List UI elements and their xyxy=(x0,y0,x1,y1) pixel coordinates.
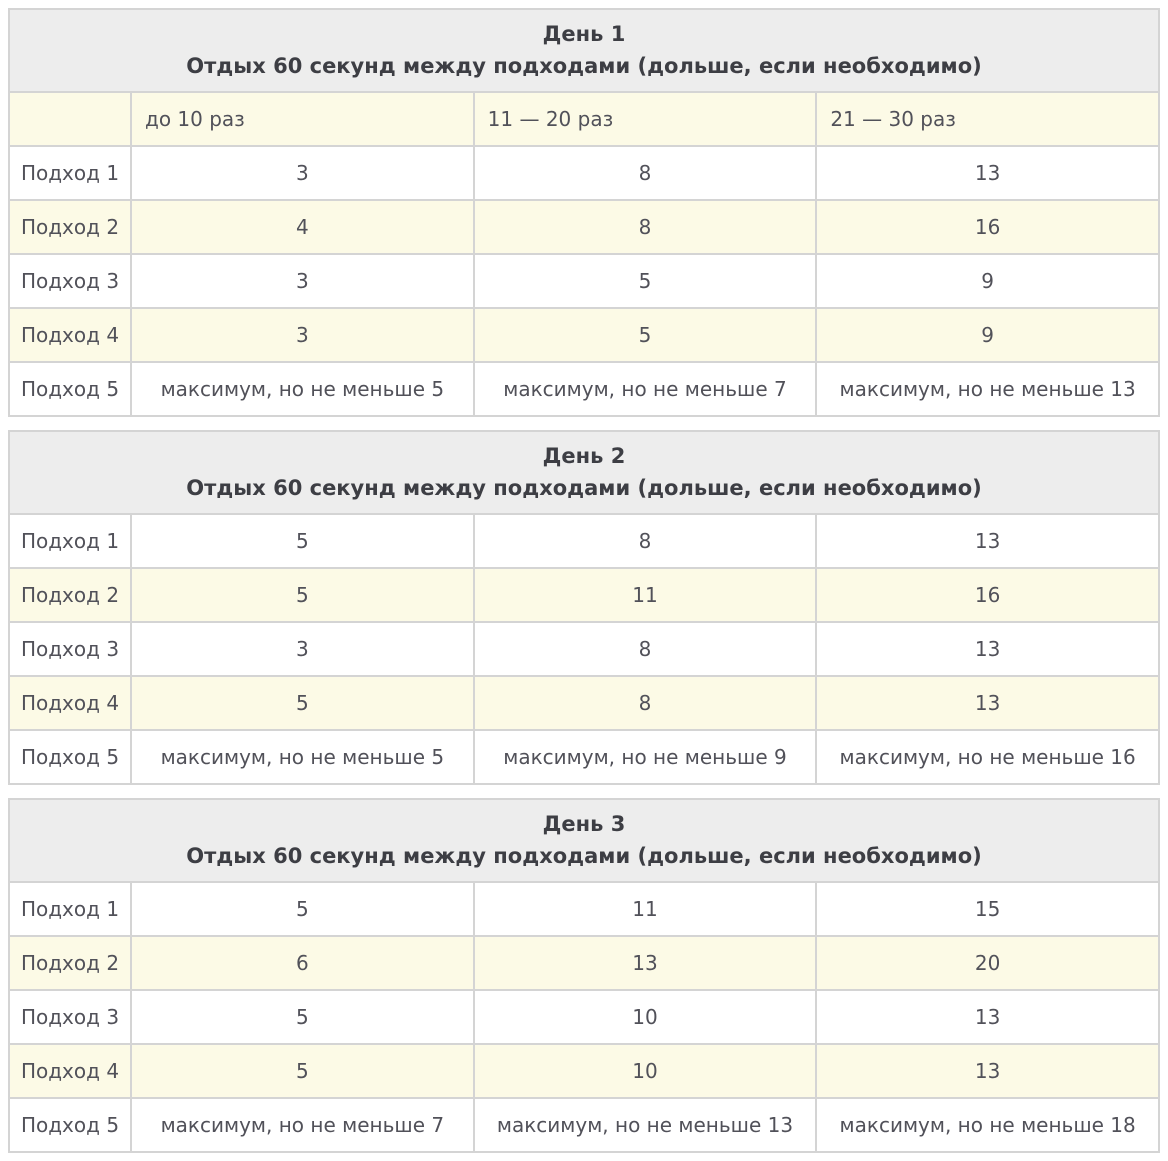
cell: максимум, но не меньше 13 xyxy=(472,1097,818,1153)
cell: 13 xyxy=(815,989,1160,1045)
row-label: Подход 3 xyxy=(8,989,132,1045)
table-row: Подход 2 6 13 20 xyxy=(8,935,1160,991)
cell: 5 xyxy=(130,675,475,731)
cell: 3 xyxy=(130,307,475,363)
cell: максимум, но не меньше 5 xyxy=(130,361,475,417)
row-label: Подход 5 xyxy=(8,729,132,785)
row-label: Подход 3 xyxy=(8,621,132,677)
cell: 8 xyxy=(472,675,818,731)
table-row: Подход 2 5 11 16 xyxy=(8,567,1160,623)
cell: 5 xyxy=(130,513,475,569)
row-label: Подход 5 xyxy=(8,1097,132,1153)
cell: 5 xyxy=(472,253,818,309)
cell: максимум, но не меньше 18 xyxy=(815,1097,1160,1153)
cell: 20 xyxy=(815,935,1160,991)
cell: 8 xyxy=(472,145,818,201)
cell: максимум, но не меньше 16 xyxy=(815,729,1160,785)
table-row: Подход 4 3 5 9 xyxy=(8,307,1160,363)
cell: 5 xyxy=(130,1043,475,1099)
day-1-table: День 1 Отдых 60 секунд между подходами (… xyxy=(8,8,1160,417)
row-label: Подход 2 xyxy=(8,199,132,255)
cell: максимум, но не меньше 7 xyxy=(130,1097,475,1153)
cell: 3 xyxy=(130,145,475,201)
cell: 5 xyxy=(130,989,475,1045)
cell: 6 xyxy=(130,935,475,991)
cell: 9 xyxy=(815,253,1160,309)
row-label: Подход 1 xyxy=(8,881,132,937)
cell: 5 xyxy=(472,307,818,363)
column-header-11-20: 11 — 20 раз xyxy=(472,91,818,147)
corner-cell xyxy=(8,91,132,147)
table-row: Подход 3 5 10 13 xyxy=(8,989,1160,1045)
column-header-up-to-10: до 10 раз xyxy=(130,91,475,147)
cell: 13 xyxy=(472,935,818,991)
row-label: Подход 1 xyxy=(8,513,132,569)
row-label: Подход 5 xyxy=(8,361,132,417)
table-row: Подход 1 5 11 15 xyxy=(8,881,1160,937)
cell: 8 xyxy=(472,621,818,677)
cell: 8 xyxy=(472,513,818,569)
table-row: Подход 3 3 8 13 xyxy=(8,621,1160,677)
cell: 4 xyxy=(130,199,475,255)
cell: 10 xyxy=(472,989,818,1045)
day-2-table: День 2 Отдых 60 секунд между подходами (… xyxy=(8,430,1160,785)
cell: 13 xyxy=(815,145,1160,201)
day-title: День 2 xyxy=(542,444,626,468)
cell: 3 xyxy=(130,621,475,677)
cell: 15 xyxy=(815,881,1160,937)
day-3-header-row: День 3 Отдых 60 секунд между подходами (… xyxy=(8,798,1160,883)
table-row: Подход 2 4 8 16 xyxy=(8,199,1160,255)
table-row: Подход 5 максимум, но не меньше 5 максим… xyxy=(8,361,1160,417)
cell: 13 xyxy=(815,675,1160,731)
column-header-row: до 10 раз 11 — 20 раз 21 — 30 раз xyxy=(8,91,1160,147)
cell: 5 xyxy=(130,881,475,937)
day-3-table: День 3 Отдых 60 секунд между подходами (… xyxy=(8,798,1160,1153)
day-title: День 1 xyxy=(542,22,626,46)
day-header-cell: День 3 Отдых 60 секунд между подходами (… xyxy=(8,798,1160,883)
day-2-header-row: День 2 Отдых 60 секунд между подходами (… xyxy=(8,430,1160,515)
table-row: Подход 5 максимум, но не меньше 5 максим… xyxy=(8,729,1160,785)
row-label: Подход 2 xyxy=(8,935,132,991)
cell: максимум, но не меньше 5 xyxy=(130,729,475,785)
table-row: Подход 3 3 5 9 xyxy=(8,253,1160,309)
cell: 13 xyxy=(815,1043,1160,1099)
row-label: Подход 1 xyxy=(8,145,132,201)
table-row: Подход 5 максимум, но не меньше 7 максим… xyxy=(8,1097,1160,1153)
cell: 9 xyxy=(815,307,1160,363)
day-subtitle: Отдых 60 секунд между подходами (дольше,… xyxy=(186,843,982,868)
day-1-header-row: День 1 Отдых 60 секунд между подходами (… xyxy=(8,8,1160,93)
table-row: Подход 4 5 10 13 xyxy=(8,1043,1160,1099)
cell: 16 xyxy=(815,567,1160,623)
cell: 13 xyxy=(815,513,1160,569)
day-subtitle: Отдых 60 секунд между подходами (дольше,… xyxy=(186,475,982,500)
day-title: День 3 xyxy=(542,812,626,836)
cell: 13 xyxy=(815,621,1160,677)
cell: максимум, но не меньше 13 xyxy=(815,361,1160,417)
row-label: Подход 3 xyxy=(8,253,132,309)
day-header-cell: День 2 Отдых 60 секунд между подходами (… xyxy=(8,430,1160,515)
day-header-cell: День 1 Отдых 60 секунд между подходами (… xyxy=(8,8,1160,93)
cell: 16 xyxy=(815,199,1160,255)
row-label: Подход 2 xyxy=(8,567,132,623)
cell: максимум, но не меньше 7 xyxy=(472,361,818,417)
cell: 3 xyxy=(130,253,475,309)
table-row: Подход 1 3 8 13 xyxy=(8,145,1160,201)
cell: 11 xyxy=(472,567,818,623)
cell: 8 xyxy=(472,199,818,255)
row-label: Подход 4 xyxy=(8,307,132,363)
day-subtitle: Отдых 60 секунд между подходами (дольше,… xyxy=(186,53,982,78)
table-row: Подход 1 5 8 13 xyxy=(8,513,1160,569)
cell: 11 xyxy=(472,881,818,937)
row-label: Подход 4 xyxy=(8,675,132,731)
column-header-21-30: 21 — 30 раз xyxy=(815,91,1160,147)
row-label: Подход 4 xyxy=(8,1043,132,1099)
cell: максимум, но не меньше 9 xyxy=(472,729,818,785)
table-row: Подход 4 5 8 13 xyxy=(8,675,1160,731)
cell: 10 xyxy=(472,1043,818,1099)
cell: 5 xyxy=(130,567,475,623)
